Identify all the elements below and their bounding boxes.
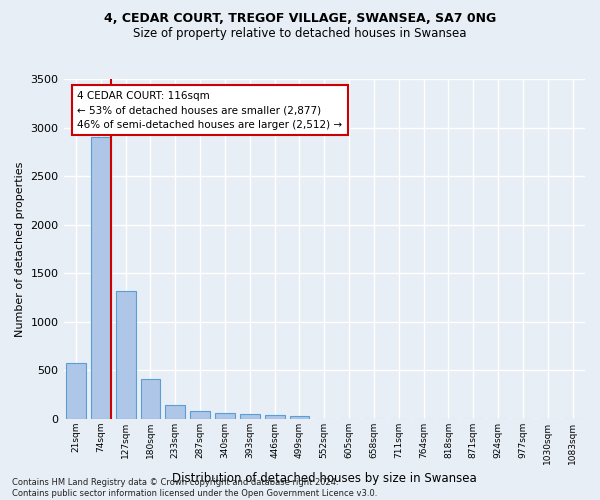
X-axis label: Distribution of detached houses by size in Swansea: Distribution of detached houses by size … bbox=[172, 472, 476, 485]
Text: Size of property relative to detached houses in Swansea: Size of property relative to detached ho… bbox=[133, 28, 467, 40]
Bar bbox=[190, 411, 210, 419]
Bar bbox=[290, 416, 310, 419]
Y-axis label: Number of detached properties: Number of detached properties bbox=[15, 161, 25, 336]
Bar bbox=[91, 137, 111, 419]
Bar bbox=[240, 414, 260, 419]
Text: Contains HM Land Registry data © Crown copyright and database right 2024.
Contai: Contains HM Land Registry data © Crown c… bbox=[12, 478, 377, 498]
Bar bbox=[116, 290, 136, 419]
Bar bbox=[140, 379, 160, 419]
Bar bbox=[215, 414, 235, 419]
Text: 4, CEDAR COURT, TREGOF VILLAGE, SWANSEA, SA7 0NG: 4, CEDAR COURT, TREGOF VILLAGE, SWANSEA,… bbox=[104, 12, 496, 26]
Bar bbox=[66, 363, 86, 419]
Bar bbox=[166, 404, 185, 419]
Bar bbox=[265, 415, 284, 419]
Text: 4 CEDAR COURT: 116sqm
← 53% of detached houses are smaller (2,877)
46% of semi-d: 4 CEDAR COURT: 116sqm ← 53% of detached … bbox=[77, 90, 343, 130]
